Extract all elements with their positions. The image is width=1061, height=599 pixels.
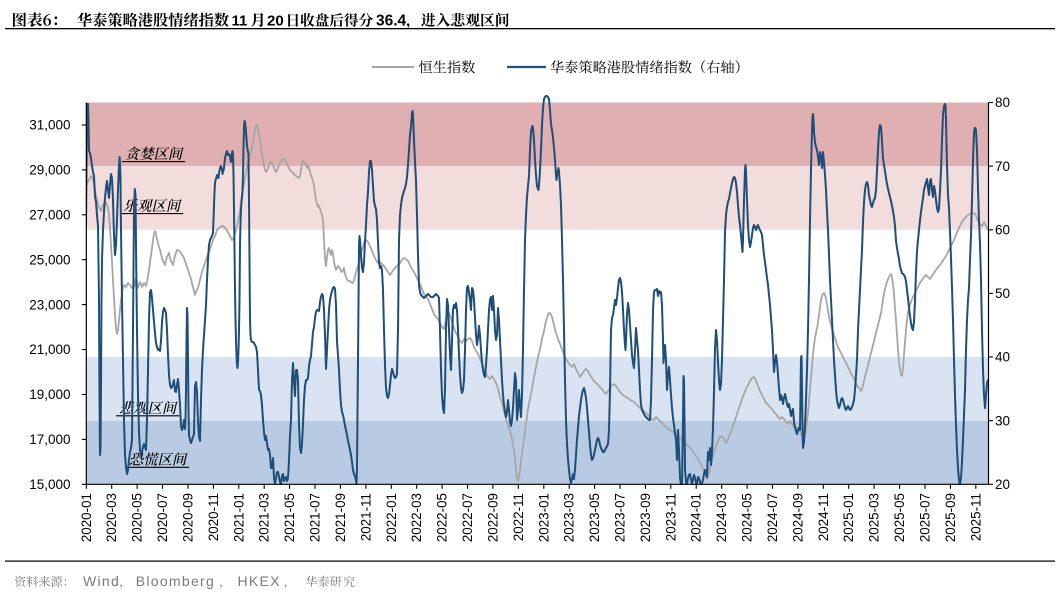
svg-text:80: 80 <box>995 95 1010 110</box>
svg-text:2025-01: 2025-01 <box>841 493 856 542</box>
svg-text:27,000: 27,000 <box>29 208 70 223</box>
svg-text:2020-07: 2020-07 <box>155 493 170 542</box>
svg-text:17,000: 17,000 <box>29 432 70 447</box>
svg-text:2021-05: 2021-05 <box>282 493 297 542</box>
svg-text:2025-11: 2025-11 <box>968 493 983 541</box>
svg-text:2024-09: 2024-09 <box>790 493 805 542</box>
svg-text:20: 20 <box>995 477 1010 492</box>
svg-text:2020-03: 2020-03 <box>104 493 119 542</box>
svg-text:2022-09: 2022-09 <box>485 493 500 542</box>
svg-text:30: 30 <box>995 413 1010 428</box>
svg-text:2025-05: 2025-05 <box>892 493 907 542</box>
svg-text:23,000: 23,000 <box>29 297 70 312</box>
svg-text:2022-07: 2022-07 <box>460 493 475 542</box>
svg-text:2024-07: 2024-07 <box>765 493 780 542</box>
svg-text:Bloomberg: Bloomberg <box>136 573 215 589</box>
svg-text:2025-03: 2025-03 <box>867 493 882 542</box>
svg-text:11: 11 <box>232 13 248 30</box>
svg-text:2024-05: 2024-05 <box>740 493 755 542</box>
svg-text:Wind: Wind <box>83 573 120 589</box>
svg-text:2023-11: 2023-11 <box>663 493 678 541</box>
svg-text:2025-07: 2025-07 <box>918 493 933 542</box>
svg-text:2023-07: 2023-07 <box>613 493 628 542</box>
svg-text:2021-03: 2021-03 <box>257 493 272 542</box>
svg-text:2022-11: 2022-11 <box>511 493 526 541</box>
svg-text:2024-01: 2024-01 <box>689 493 704 542</box>
svg-text:2024-03: 2024-03 <box>714 493 729 542</box>
svg-text:15,000: 15,000 <box>29 477 70 492</box>
svg-text:20: 20 <box>267 13 284 30</box>
svg-text:2020-09: 2020-09 <box>181 493 196 542</box>
svg-text:HKEX: HKEX <box>238 573 281 589</box>
svg-text:70: 70 <box>995 159 1010 174</box>
svg-text:2020-05: 2020-05 <box>130 493 145 542</box>
svg-text:2023-05: 2023-05 <box>587 493 602 542</box>
svg-text:2021-09: 2021-09 <box>333 493 348 542</box>
svg-text:2021-11: 2021-11 <box>358 493 373 541</box>
svg-text:2022-05: 2022-05 <box>435 493 450 542</box>
svg-text:2022-03: 2022-03 <box>409 493 424 542</box>
svg-text:2023-01: 2023-01 <box>536 493 551 542</box>
svg-text:2020-11: 2020-11 <box>206 493 221 541</box>
svg-text:40: 40 <box>995 350 1010 365</box>
svg-text:50: 50 <box>995 286 1010 301</box>
svg-text:29,000: 29,000 <box>29 163 70 178</box>
svg-text:36.4: 36.4 <box>376 13 407 30</box>
svg-text:2024-11: 2024-11 <box>816 493 831 541</box>
svg-text:19,000: 19,000 <box>29 387 70 402</box>
svg-text:2021-07: 2021-07 <box>308 493 323 542</box>
svg-text:2025-09: 2025-09 <box>943 493 958 542</box>
svg-text:60: 60 <box>995 223 1010 238</box>
svg-text:2023-03: 2023-03 <box>562 493 577 542</box>
svg-text:2022-01: 2022-01 <box>384 493 399 542</box>
svg-text:31,000: 31,000 <box>29 118 70 133</box>
svg-text:2020-01: 2020-01 <box>79 493 94 542</box>
svg-text:21,000: 21,000 <box>29 342 70 357</box>
svg-text:2023-09: 2023-09 <box>638 493 653 542</box>
svg-text:25,000: 25,000 <box>29 252 70 267</box>
svg-text:2021-01: 2021-01 <box>231 493 246 542</box>
